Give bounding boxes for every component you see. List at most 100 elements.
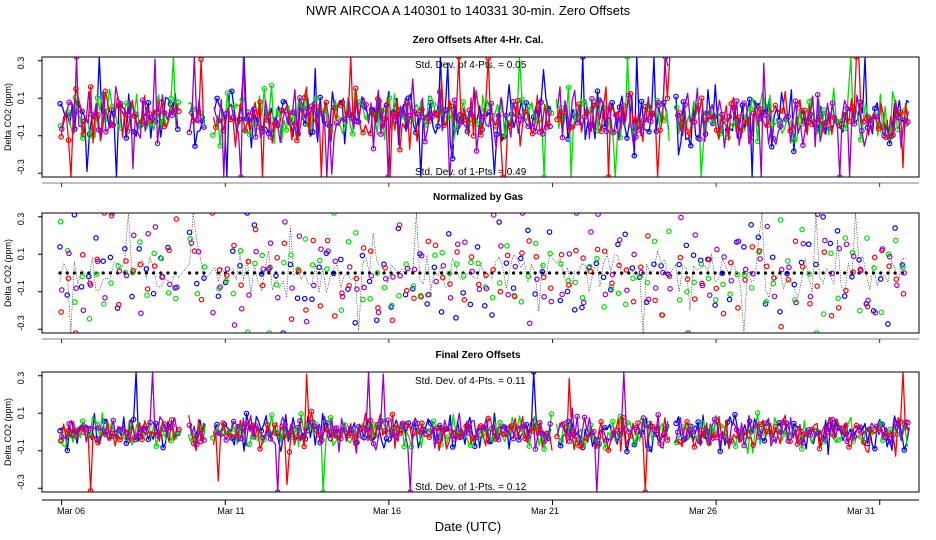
series-purple-point (625, 92, 632, 98)
series-green-point (439, 249, 445, 256)
series-blue-point (78, 283, 85, 290)
series-purple-point (711, 113, 718, 120)
series-blue-point (489, 312, 495, 318)
series-purple-point (139, 426, 146, 432)
series-blue-point (71, 213, 78, 218)
x-tick-label-2: Mar 11 (217, 506, 244, 516)
panel-2-plot (38, 213, 907, 333)
series-purple-point (363, 426, 369, 433)
series-purple-point (145, 230, 151, 237)
series-black-point (137, 271, 141, 275)
series-black-point (202, 271, 206, 275)
series-black-point (231, 271, 235, 275)
series-red-point (779, 108, 786, 114)
series-black-point (382, 271, 386, 275)
series-purple-point (392, 117, 399, 124)
series-purple-point (311, 100, 318, 107)
series-purple-point (625, 428, 632, 435)
series-red-point (871, 254, 878, 261)
series-purple-point (444, 426, 450, 432)
series-blue-point (798, 259, 805, 266)
series-red-point (698, 95, 705, 101)
series-black-point (576, 271, 580, 275)
series-purple-point (476, 286, 483, 293)
series-red-point (763, 263, 770, 270)
series-blue-point (690, 252, 697, 259)
series-green-point (388, 302, 395, 309)
series-purple-point (459, 433, 465, 440)
series-purple-point (814, 430, 821, 437)
x-axis: Mar 06 Mar 11 Mar 16 Mar 21 Mar 26 Mar 3… (42, 499, 919, 534)
series-blue-point (424, 301, 430, 307)
series-purple-point (618, 427, 625, 433)
series-green-point (864, 235, 870, 241)
series-blue-point (712, 302, 718, 309)
series-purple-point (341, 426, 347, 433)
series-purple-point (567, 124, 573, 130)
series-green-point (374, 270, 381, 276)
series-green-point (518, 299, 525, 305)
series-purple-point (763, 420, 769, 426)
series-purple-point (755, 434, 762, 440)
series-purple-point (289, 109, 296, 116)
series-black-point (771, 271, 775, 275)
series-blue-point (175, 126, 181, 133)
series-red-point (267, 264, 273, 271)
series-red-point (645, 233, 651, 239)
series-purple-point (174, 284, 180, 290)
series-green-point (144, 292, 150, 299)
panel-1-ytick-1: -0.3 (16, 159, 26, 175)
series-purple-point (339, 293, 346, 300)
series-red-point (190, 440, 197, 447)
series-green-point (622, 301, 629, 308)
series-purple-point (81, 423, 87, 429)
series-purple-point (73, 57, 80, 60)
series-red-point (257, 99, 263, 105)
series-green-point (153, 443, 160, 450)
series-green-point (367, 295, 373, 302)
series-purple-point (346, 264, 353, 270)
series-purple-point (354, 286, 360, 292)
series-purple-point (866, 115, 873, 121)
series-blue-point (741, 244, 747, 250)
series-black-point (605, 271, 609, 275)
series-purple-point (800, 142, 806, 149)
series-blue-point (294, 295, 301, 302)
panel-3-ytick-1: -0.3 (16, 474, 26, 490)
series-red-point (721, 117, 727, 124)
series-red-point (698, 427, 705, 433)
series-blue-point (85, 273, 92, 280)
series-purple-point (640, 117, 647, 123)
series-purple-point (532, 128, 539, 135)
series-blue-point (673, 420, 679, 427)
panel-1-ylabel: Delta CO2 (ppm) (3, 83, 13, 151)
series-green-point (526, 103, 533, 110)
series-black-point (648, 271, 652, 275)
series-blue-point (629, 265, 636, 271)
series-black-point (339, 271, 343, 275)
series-blue-point (123, 135, 130, 141)
series-red-point (497, 288, 504, 295)
series-purple-point (407, 112, 414, 119)
series-black-point (331, 271, 336, 275)
series-blue-point (892, 225, 898, 231)
series-blue-point (748, 222, 754, 228)
series-red-point (137, 261, 144, 268)
series-purple-point (125, 112, 131, 118)
panel-1-annotation-bottom: Std. Dev. of 1-Pts. = 0.49 (415, 167, 527, 178)
series-purple-point (303, 318, 310, 325)
series-red-point (853, 422, 860, 429)
series-purple-point (844, 105, 850, 112)
series-red-point (816, 445, 823, 452)
series-purple-point (778, 266, 785, 273)
series-blue-point (316, 264, 322, 271)
series-red-point (485, 57, 492, 62)
series-red-point (835, 304, 842, 311)
series-red-point (281, 240, 288, 247)
series-black-point (281, 271, 285, 275)
series-purple-point (495, 436, 502, 443)
series-purple-point (785, 113, 792, 120)
series-purple-point (750, 271, 756, 277)
series-purple-point (473, 434, 480, 441)
series-blue-point (849, 273, 855, 280)
